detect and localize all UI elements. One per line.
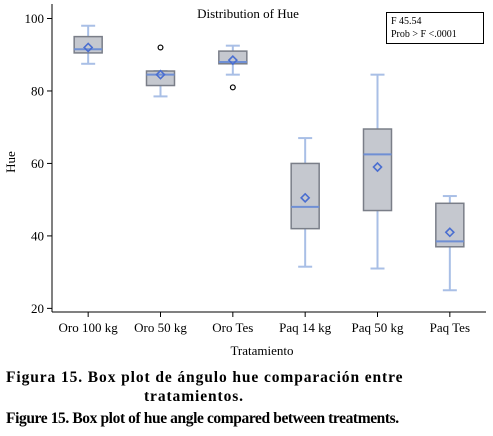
caption-english: Figure 15. Box plot of hue angle compare… xyxy=(6,410,399,427)
box-group xyxy=(218,44,248,91)
x-tick-label: Paq Tes xyxy=(430,320,470,335)
x-tick-label: Oro Tes xyxy=(212,320,253,335)
mean-marker xyxy=(300,192,311,203)
box-group xyxy=(290,137,320,268)
p-value: Prob > F <.0001 xyxy=(391,29,457,40)
caption-spanish-line2: tratamientos. xyxy=(144,388,244,405)
outlier-point xyxy=(229,84,236,91)
box-group xyxy=(362,73,393,270)
x-axis-label: Tratamiento xyxy=(230,343,293,358)
mean-marker xyxy=(83,42,94,53)
box-iqr xyxy=(362,128,393,212)
caption-spanish: Figura 15. Box plot de ángulo hue compar… xyxy=(6,368,490,406)
box-group xyxy=(145,44,176,98)
mean-marker xyxy=(444,227,455,238)
axes xyxy=(51,4,486,313)
y-tick-label: 80 xyxy=(31,83,44,98)
box-group xyxy=(73,24,103,65)
x-tick-label: Oro 50 kg xyxy=(134,320,187,335)
x-axis-ticks: Oro 100 kg Oro 50 kg Oro Tes Paq 14 kg Paq 5… xyxy=(59,312,470,335)
y-tick-label: 40 xyxy=(31,228,44,243)
y-axis-label: Hue xyxy=(3,151,18,173)
mean-marker xyxy=(155,69,166,80)
caption-spanish-line1: Figura 15. Box plot de ángulo hue compar… xyxy=(6,369,404,386)
y-tick-label: 60 xyxy=(31,156,44,171)
chart-title: Distribution of Hue xyxy=(197,6,299,21)
mean-marker xyxy=(372,161,383,173)
x-tick-label: Paq 14 kg xyxy=(279,320,332,335)
box-plot-chart: Distribution of Hue Hue Tratamiento 20 40… xyxy=(3,4,486,358)
box-iqr xyxy=(290,162,320,230)
y-tick-label: 20 xyxy=(31,301,44,316)
x-tick-label: Oro 100 kg xyxy=(59,320,119,335)
box-series xyxy=(73,24,465,292)
mean-marker xyxy=(227,55,238,66)
f-statistic: F 45.54 xyxy=(391,16,422,27)
y-tick-label: 100 xyxy=(25,11,45,26)
box-iqr xyxy=(435,202,465,248)
anova-stats-box: F 45.54 Prob > F <.0001 xyxy=(386,12,484,44)
x-tick-label: Paq 50 kg xyxy=(352,320,405,335)
box-group xyxy=(435,195,465,292)
outlier-point xyxy=(157,44,164,51)
y-axis-ticks: 20 40 60 80 100 xyxy=(25,11,52,316)
